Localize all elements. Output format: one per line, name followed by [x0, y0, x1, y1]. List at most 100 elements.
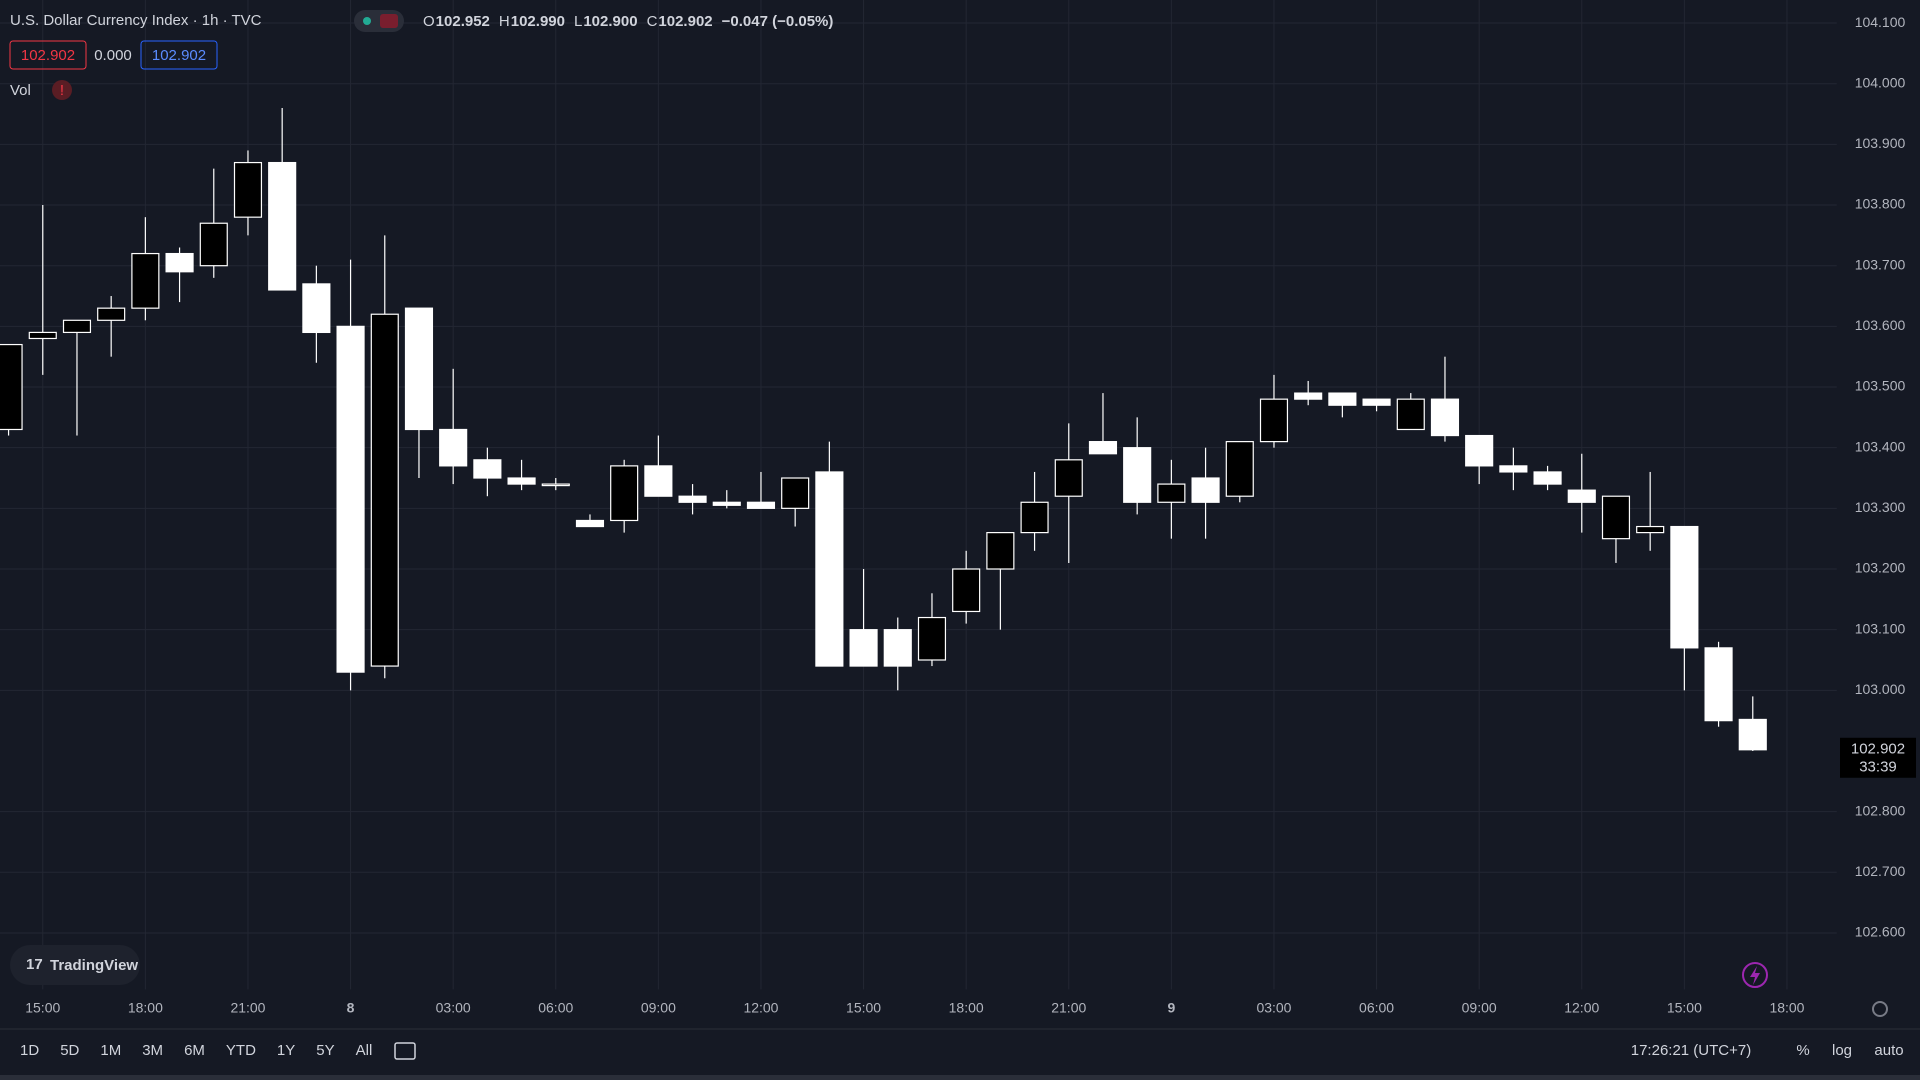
candle-body — [815, 471, 844, 667]
candle-body — [849, 629, 878, 667]
x-tick-label: 18:00 — [949, 1000, 984, 1016]
candle-body — [97, 307, 126, 321]
volume-label: Vol — [10, 82, 31, 99]
candle-body — [1123, 447, 1152, 503]
x-tick-label: 15:00 — [1667, 1000, 1702, 1016]
candle-body — [1191, 477, 1220, 503]
candle-body — [1670, 525, 1699, 649]
x-tick-label: 9 — [1167, 1000, 1175, 1016]
y-tick-label: 103.800 — [1855, 196, 1906, 212]
candle-body — [986, 532, 1015, 570]
candle-body — [1396, 398, 1425, 431]
x-tick-label: 03:00 — [436, 1000, 471, 1016]
candle-body — [883, 629, 912, 667]
y-tick-label: 102.800 — [1855, 802, 1906, 818]
candle-body — [1054, 459, 1083, 497]
candle-body — [1157, 483, 1186, 503]
logo-text: TradingView — [50, 957, 138, 974]
candle-body — [1636, 525, 1665, 534]
candle-body — [1704, 647, 1733, 722]
range-button[interactable]: 3M — [142, 1042, 163, 1059]
candle-body — [1328, 392, 1357, 406]
status-dot — [363, 17, 371, 25]
volume-alert-icon[interactable] — [52, 80, 72, 100]
candle-body — [1362, 398, 1391, 406]
range-button[interactable]: 5Y — [316, 1042, 334, 1059]
candle-body — [28, 331, 57, 340]
bottom-strip — [0, 1075, 1920, 1080]
candle-body — [131, 252, 160, 309]
chart-title: U.S. Dollar Currency Index · 1h · TVC — [10, 12, 262, 29]
toolbar: 1D 5D 1M 3M 6M YTD 1Y 5Y All — [20, 1042, 372, 1059]
status-badge — [380, 14, 398, 28]
x-tick-label: 09:00 — [1462, 1000, 1497, 1016]
ohlc-key: O — [423, 13, 435, 30]
candle-body — [268, 161, 297, 291]
ohlc-value: 102.900 — [583, 13, 637, 30]
x-tick-label: 03:00 — [1256, 1000, 1291, 1016]
candle-body — [439, 428, 468, 467]
x-tick-label: 18:00 — [128, 1000, 163, 1016]
date-range-icon[interactable] — [394, 1042, 416, 1060]
candle-body — [0, 343, 23, 431]
range-button[interactable]: 6M — [184, 1042, 205, 1059]
candle-body — [781, 477, 810, 509]
x-tick-label: 12:00 — [743, 1000, 778, 1016]
candle-body — [473, 459, 502, 479]
candle-body — [1567, 489, 1596, 503]
ohlc-legend: O 102.952 H 102.990 L 102.900 C 102.902 −0.047 (… — [423, 13, 833, 30]
x-tick-label: 18:00 — [1769, 1000, 1804, 1016]
y-tick-label: 103.400 — [1855, 438, 1906, 454]
x-tick-label: 09:00 — [641, 1000, 676, 1016]
log-toggle[interactable]: log — [1832, 1042, 1852, 1059]
y-tick-label: 103.200 — [1855, 560, 1906, 576]
candle-body — [575, 519, 605, 528]
x-tick-label: 8 — [347, 1000, 355, 1016]
ohlc-value: 102.990 — [511, 13, 565, 30]
buy-box[interactable] — [140, 40, 218, 70]
lightning-bolt — [1750, 966, 1760, 985]
range-button[interactable]: 5D — [60, 1042, 79, 1059]
range-button[interactable]: 1Y — [277, 1042, 295, 1059]
range-button[interactable]: YTD — [226, 1042, 256, 1059]
candle-body — [1020, 501, 1049, 534]
candle-body — [62, 319, 92, 334]
logo-badge[interactable] — [10, 945, 140, 985]
candle-body — [1499, 465, 1528, 473]
auto-toggle[interactable]: auto — [1874, 1042, 1903, 1059]
price-tag-countdown: 33:39 — [1859, 759, 1897, 776]
y-tick-label: 103.900 — [1855, 135, 1906, 151]
y-tick-label: 103.700 — [1855, 256, 1906, 272]
ohlc-key: L — [574, 13, 582, 30]
candle-body — [541, 483, 570, 487]
percent-toggle[interactable]: % — [1796, 1042, 1809, 1059]
candle-body — [302, 283, 331, 334]
range-button[interactable]: All — [356, 1042, 373, 1059]
y-tick-label: 103.500 — [1855, 378, 1906, 394]
y-tick-label: 102.600 — [1855, 924, 1906, 940]
ohlc-value: 102.952 — [436, 13, 490, 30]
candle-body — [336, 325, 365, 673]
settings-icon[interactable] — [1872, 1001, 1888, 1017]
candle-body — [917, 616, 947, 661]
range-button[interactable]: 1D — [20, 1042, 39, 1059]
ohlc-change: −0.047 (−0.05%) — [722, 13, 834, 30]
candle-body — [952, 568, 981, 613]
range-button[interactable]: 1M — [100, 1042, 121, 1059]
price-tag-box — [1840, 737, 1916, 778]
x-tick-label: 06:00 — [1359, 1000, 1394, 1016]
candle-body — [1259, 398, 1289, 443]
y-tick-label: 103.000 — [1855, 681, 1906, 697]
candle-body — [1465, 434, 1494, 467]
candle-body — [165, 252, 194, 273]
sell-box[interactable] — [9, 40, 87, 70]
lightning-icon[interactable] — [1742, 962, 1768, 988]
logo-mark: 17 — [26, 956, 43, 973]
candle-body — [507, 477, 536, 485]
x-tick-label: 21:00 — [1051, 1000, 1086, 1016]
x-tick-label: 06:00 — [538, 1000, 573, 1016]
